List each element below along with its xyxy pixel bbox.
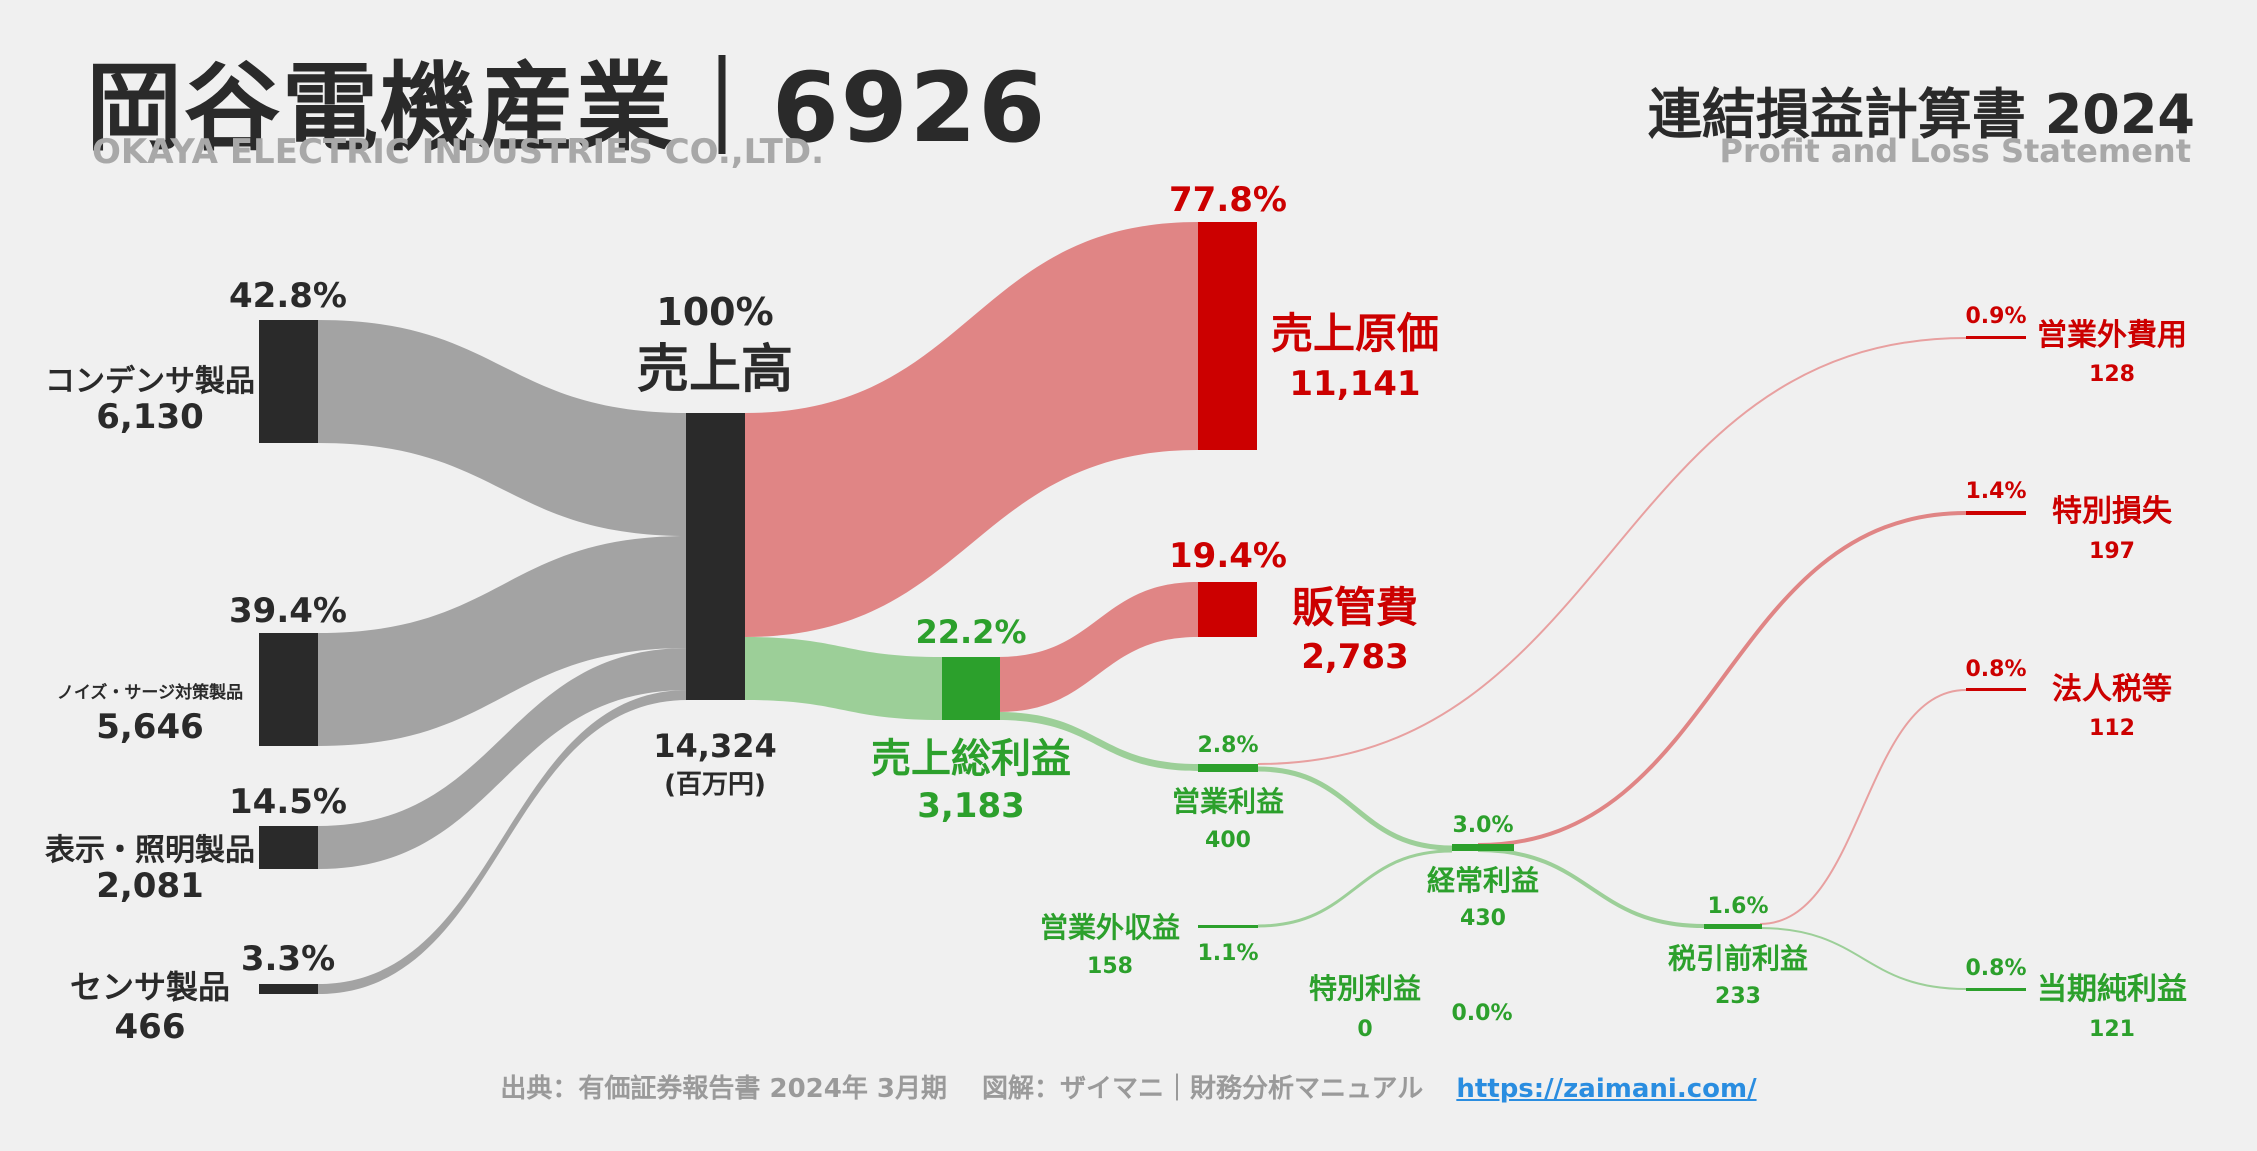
segment-pct-4: 3.3% <box>241 939 335 979</box>
extraordinary-loss-pct: 1.4% <box>1965 479 2026 504</box>
extraordinary-loss-flow <box>1477 511 1967 847</box>
cost-of-sales-pct: 77.8% <box>1169 180 1287 220</box>
cost-of-sales-name: 売上原価 <box>1271 309 1439 358</box>
footer: 出典：有価証券報告書 2024年 3月期 図解：ザイマニ｜財務分析マニュアル h… <box>0 1068 2257 1105</box>
sga-flow <box>998 582 1198 712</box>
statement-title: 連結損益計算書 2024 <box>1647 83 2195 146</box>
segment-pct-2: 39.4% <box>229 591 347 631</box>
cost-of-sales-flow <box>745 222 1198 637</box>
company-title-en: OKAYA ELECTRIC INDUSTRIES CO.,LTD. <box>92 132 825 172</box>
unit-label: (百万円) <box>664 770 766 800</box>
sga-node <box>1198 582 1257 637</box>
pretax-income-name: 税引前利益 <box>1668 942 1808 975</box>
revenue-name: 売上高 <box>637 340 793 400</box>
operating-income-node <box>1198 764 1258 772</box>
ordinary-income-pct: 3.0% <box>1452 813 1513 838</box>
extraordinary-loss-node <box>1966 511 2026 515</box>
income-tax-name: 法人税等 <box>2052 672 2172 707</box>
operating-income-flow <box>998 712 1198 771</box>
segment-node-3 <box>259 826 318 869</box>
gross-profit-name: 売上総利益 <box>871 736 1071 782</box>
revenue-value: 14,324 <box>653 727 776 765</box>
pretax-income-node <box>1704 924 1762 929</box>
segment-name-2: ノイズ・サージ対策製品 <box>57 682 243 703</box>
segment-name-4: センサ製品 <box>70 968 230 1006</box>
net-income-node <box>1966 988 2026 991</box>
extraordinary-loss-name: 特別損失 <box>2052 494 2173 529</box>
segment-flow-1 <box>318 320 688 536</box>
segment-node-1 <box>259 320 318 443</box>
revenue-node <box>686 413 745 700</box>
segment-flow-4 <box>318 690 688 994</box>
company-title: 岡谷電機産業｜6926 <box>86 52 1048 164</box>
segment-name-3: 表示・照明製品 <box>45 833 255 868</box>
source-link[interactable]: https://zaimani.com/ <box>1456 1074 1757 1104</box>
source-text: 出典：有価証券報告書 2024年 3月期 図解：ザイマニ｜財務分析マニュアル <box>500 1074 1424 1104</box>
non-operating-income-value: 158 <box>1087 954 1133 979</box>
pretax-to-net-flow <box>1759 927 1967 990</box>
segment-name-1: コンデンサ製品 <box>45 364 255 399</box>
income-tax-node <box>1966 688 2026 691</box>
sga-pct: 19.4% <box>1169 536 1287 576</box>
ordinary-income-node <box>1452 844 1514 851</box>
sga-value: 2,783 <box>1301 637 1409 677</box>
gross-profit-flow <box>745 637 942 720</box>
operating-income-name: 営業利益 <box>1172 785 1284 818</box>
pretax-income-value: 233 <box>1715 984 1761 1009</box>
ordinary-income-value: 430 <box>1460 906 1506 931</box>
ordinary-to-pretax-flow <box>1477 848 1705 928</box>
ordinary-income-name: 経常利益 <box>1427 864 1539 897</box>
income-tax-value: 112 <box>2089 716 2135 741</box>
nodes <box>259 222 2026 994</box>
segment-flow-3 <box>318 648 688 869</box>
operating-income-pct: 2.8% <box>1197 733 1258 758</box>
non-operating-income-pct: 1.1% <box>1197 941 1258 966</box>
cost-of-sales-node <box>1198 222 1257 450</box>
pretax-income-pct: 1.6% <box>1707 894 1768 919</box>
operating-to-ordinary-flow <box>1257 766 1453 851</box>
extraordinary-income-name: 特別利益 <box>1309 972 1421 1005</box>
cost-of-sales-value: 11,141 <box>1289 364 1420 404</box>
net-income-value: 121 <box>2089 1017 2135 1042</box>
sga-name: 販管費 <box>1292 583 1418 632</box>
statement-title-en: Profit and Loss Statement <box>1719 132 2191 170</box>
non-operating-expense-name: 営業外費用 <box>2037 318 2187 353</box>
net-income-name: 当期純利益 <box>2037 972 2187 1007</box>
non-operating-income-node <box>1198 925 1258 928</box>
non-operating-income-name: 営業外収益 <box>1040 911 1180 944</box>
segment-node-2 <box>259 633 318 746</box>
extraordinary-loss-value: 197 <box>2089 539 2135 564</box>
segment-value-1: 6,130 <box>96 397 204 437</box>
operating-income-value: 400 <box>1205 828 1251 853</box>
income-tax-flow <box>1759 689 1967 925</box>
non-operating-expense-value: 128 <box>2089 362 2135 387</box>
gross-profit-node <box>942 657 1000 720</box>
segment-value-4: 466 <box>115 1007 186 1047</box>
gross-profit-value: 3,183 <box>917 786 1025 826</box>
non-operating-income-flow <box>1257 849 1453 928</box>
segment-pct-3: 14.5% <box>229 782 347 822</box>
non-operating-expense-pct: 0.9% <box>1965 304 2026 329</box>
segment-pct-1: 42.8% <box>229 276 347 316</box>
extraordinary-income-pct: 0.0% <box>1451 1001 1512 1026</box>
gross-profit-pct: 22.2% <box>915 613 1026 651</box>
segment-value-2: 5,646 <box>96 707 204 747</box>
flows <box>318 222 1967 994</box>
extraordinary-income-value: 0 <box>1357 1017 1372 1042</box>
revenue-pct: 100% <box>656 290 773 334</box>
non-operating-expense-node <box>1966 336 2026 339</box>
segment-value-3: 2,081 <box>96 866 204 906</box>
segment-flow-2 <box>318 536 688 746</box>
income-tax-pct: 0.8% <box>1965 657 2026 682</box>
net-income-pct: 0.8% <box>1965 956 2026 981</box>
non-operating-expense-flow <box>1257 337 1967 765</box>
segment-node-4 <box>259 984 318 994</box>
